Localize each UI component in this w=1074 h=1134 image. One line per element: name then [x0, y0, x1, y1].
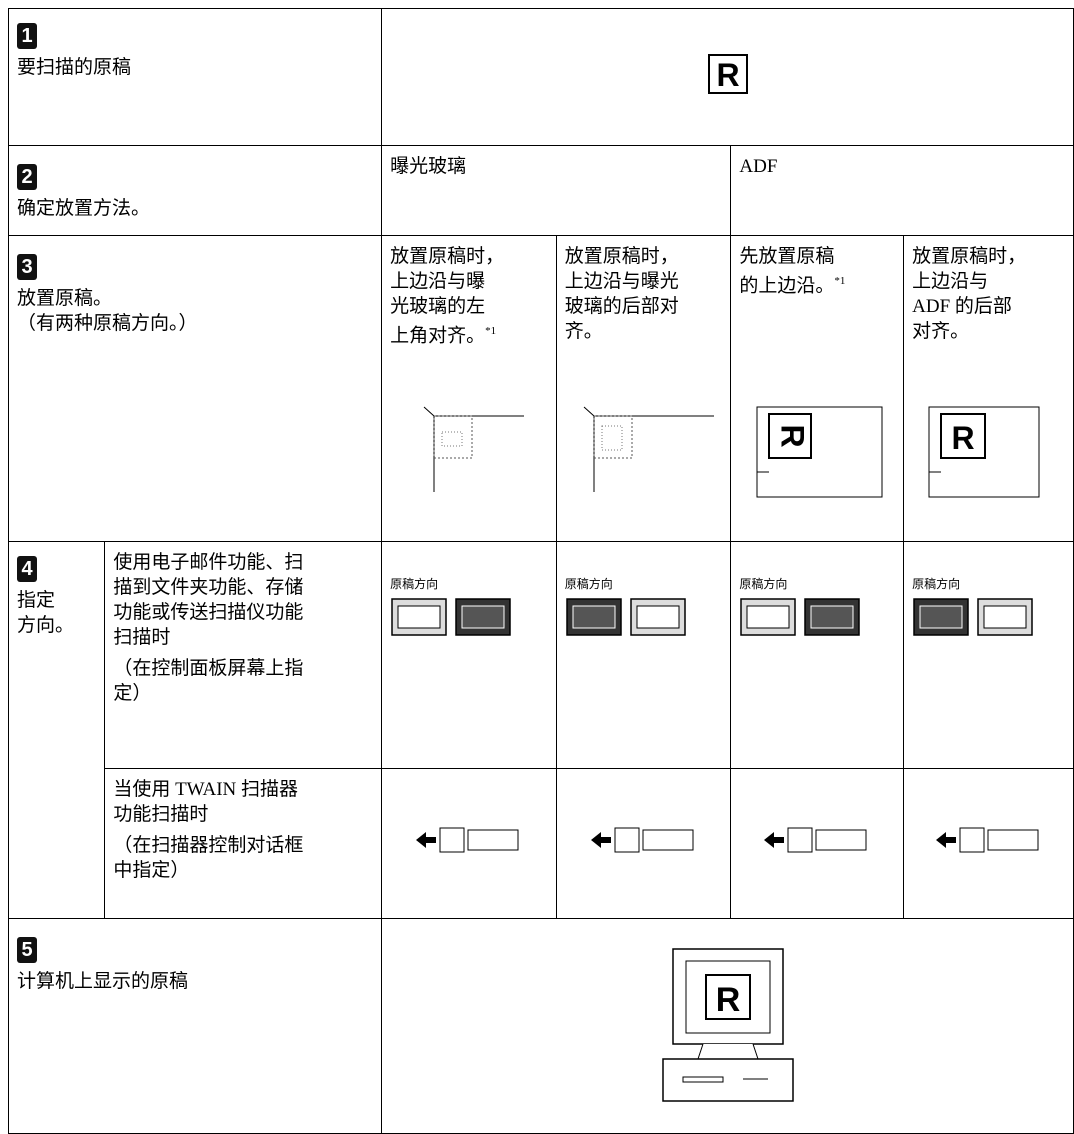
placement-text: 先放置原稿 — [739, 246, 835, 267]
placement-text: 放置原稿时， — [390, 246, 505, 267]
method-text: 当使用 TWAIN 扫描器 — [113, 779, 299, 800]
placement-text: 上边沿与曝 — [390, 271, 486, 292]
method-cell: 当使用 TWAIN 扫描器 功能扫描时 （在扫描器控制对话框 中指定） — [104, 768, 383, 919]
footnote: *1 — [485, 325, 497, 337]
icon-cell: 原稿方向 — [730, 541, 905, 769]
icon-caption: 原稿方向 — [912, 577, 961, 591]
method-text: 扫描时 — [113, 627, 171, 648]
placement-text: 上边沿与曝光 — [564, 271, 679, 292]
method-text: 使用电子邮件功能、扫 — [113, 552, 304, 573]
step-cell: 2 确定放置方法。 — [7, 145, 383, 236]
step-label: 放置原稿。 — [17, 288, 113, 309]
icon-cell — [381, 768, 557, 919]
icon-letter: R — [716, 57, 739, 93]
orientation-buttons — [565, 598, 686, 636]
computer-icon: R — [661, 948, 794, 1102]
footnote: *1 — [834, 275, 846, 287]
step-cell: 1 要扫描的原稿 — [7, 8, 383, 146]
orientation-buttons — [740, 598, 861, 636]
step-label: 方向。 — [17, 615, 75, 636]
method-text: 描到文件夹功能、存储 — [113, 577, 304, 598]
icon-caption: 原稿方向 — [564, 577, 613, 591]
step-cell: 3 放置原稿。 （有两种原稿方向。） — [7, 235, 383, 542]
method-note: 定） — [113, 683, 152, 704]
placement-text: 上边沿与 — [912, 271, 989, 292]
icon-cell: 原稿方向 — [381, 541, 557, 769]
orientation-table: 1 要扫描的原稿 R 2 确定放置方法。 曝光玻璃 ADF 3 放置原稿。 （有两种原稿… — [7, 8, 1074, 1134]
header-cell: ADF — [730, 145, 1074, 236]
twain-icon — [415, 827, 519, 853]
twain-icon — [764, 827, 867, 853]
placement-text: 上角对齐。 — [390, 325, 486, 347]
placement-text: 对齐。 — [912, 321, 970, 342]
orientation-buttons — [391, 598, 511, 636]
twain-icon — [935, 827, 1039, 853]
method-text: 功能扫描时 — [113, 804, 209, 825]
step-label: 要扫描的原稿 — [17, 57, 132, 78]
step-cell: 5 计算机上显示的原稿 — [7, 918, 383, 1134]
adf-icon: R — [756, 406, 883, 498]
placement-cell: 先放置原稿的上边沿。*1 R — [730, 235, 905, 542]
step-label: 确定放置方法。 — [17, 198, 151, 219]
icon-letter: R — [951, 420, 974, 456]
icon-letter: R — [775, 424, 811, 447]
step-note: （有两种原稿方向。） — [17, 313, 198, 334]
orientation-buttons — [913, 598, 1033, 636]
step-number: 2 — [17, 164, 37, 190]
placement-text: 放置原稿时， — [564, 246, 679, 267]
glass-icon — [583, 406, 714, 492]
placement-cell: 放置原稿时， 上边沿与曝光玻璃的左上角对齐。*1 — [381, 235, 557, 542]
method-note: （在控制面板屏幕上指 — [113, 658, 304, 679]
icon-cell — [730, 768, 905, 919]
icon-caption: 原稿方向 — [390, 577, 439, 591]
computer-cell: R — [381, 918, 1074, 1134]
step-label: 指定 — [17, 590, 56, 611]
glass-header: 曝光玻璃 — [390, 156, 467, 177]
adf-icon: R — [928, 406, 1040, 498]
icon-cell — [555, 768, 732, 919]
original-icon: R — [707, 53, 748, 94]
method-cell: 使用电子邮件功能、扫 描到文件夹功能、存储 功能或传送扫描仪功能 扫描时 （在控制面板屏… — [104, 541, 383, 769]
placement-text: ADF 的后部 — [912, 296, 1012, 317]
icon-caption: 原稿方向 — [739, 577, 788, 591]
header-cell: 曝光玻璃 — [381, 145, 732, 236]
step-cell: 4 指定方向。 — [7, 541, 106, 919]
step-number: 1 — [17, 23, 37, 49]
icon-cell: 原稿方向 — [903, 541, 1074, 769]
placement-text: 光玻璃的左 — [390, 296, 486, 317]
placement-text: 放置原稿时， — [912, 246, 1027, 267]
method-note: （在扫描器控制对话框 — [113, 835, 304, 856]
placement-text: 齐。 — [564, 321, 603, 342]
icon-cell — [903, 768, 1074, 919]
step-label: 计算机上显示的原稿 — [17, 971, 189, 992]
step-number: 3 — [17, 254, 37, 280]
twain-icon — [590, 827, 694, 853]
placement-cell: 放置原稿时， 上边沿与曝光 玻璃的后部对 齐。 — [555, 235, 732, 542]
glass-icon — [423, 406, 524, 492]
icon-cell: 原稿方向 — [555, 541, 732, 769]
method-note: 中指定） — [113, 860, 190, 881]
icon-letter: R — [715, 981, 740, 1019]
method-text: 功能或传送扫描仪功能 — [113, 602, 304, 623]
placement-cell: 放置原稿时， 上边沿与 ADF 的后部 对齐。 R — [903, 235, 1074, 542]
step-number: 4 — [17, 556, 37, 582]
step-number: 5 — [17, 937, 37, 963]
adf-header: ADF — [739, 156, 778, 177]
original-cell: R — [381, 8, 1074, 146]
placement-text: 的上边沿。 — [739, 275, 835, 297]
placement-text: 玻璃的后部对 — [564, 296, 679, 317]
